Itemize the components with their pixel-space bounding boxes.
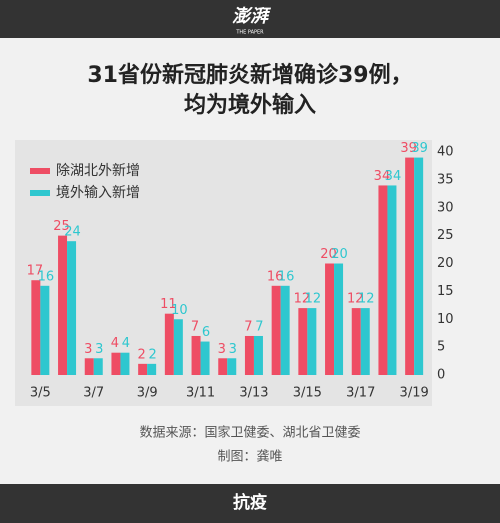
bar (334, 263, 344, 375)
value-label: 2 (149, 347, 157, 362)
value-label: 12 (305, 292, 322, 307)
y-tick-label: 10 (437, 312, 454, 327)
value-label: 4 (111, 336, 119, 351)
bar (244, 335, 254, 375)
bar (280, 285, 290, 375)
value-label: 20 (320, 247, 337, 262)
value-label: 24 (64, 225, 81, 240)
bar (271, 285, 281, 375)
value-label: 39 (400, 141, 417, 156)
value-label: 16 (278, 269, 295, 284)
credit: 制图：龚唯 (217, 450, 282, 465)
bar (173, 319, 183, 375)
bar (84, 358, 94, 375)
bar (40, 285, 50, 375)
chart-title: 31省份新冠肺炎新增确诊39例， (87, 62, 412, 88)
x-tick-label: 3/13 (239, 386, 268, 401)
y-tick-label: 5 (437, 340, 445, 355)
bar (307, 308, 317, 375)
x-tick-label: 3/11 (186, 386, 215, 401)
bar (414, 157, 424, 375)
footer-tag: 抗疫 (233, 492, 267, 513)
header-bar (0, 0, 500, 38)
y-tick-label: 15 (437, 284, 454, 299)
value-label: 39 (411, 141, 428, 156)
value-label: 2 (138, 347, 146, 362)
y-tick-label: 0 (437, 368, 445, 383)
y-tick-label: 20 (437, 256, 454, 271)
value-label: 34 (374, 169, 391, 184)
x-tick-label: 3/19 (400, 386, 429, 401)
value-label: 6 (202, 325, 210, 340)
value-label: 25 (53, 219, 70, 234)
bar (298, 308, 308, 375)
value-label: 12 (294, 292, 311, 307)
bar (387, 185, 397, 375)
value-label: 3 (95, 342, 103, 357)
bar (120, 352, 130, 375)
value-label: 11 (160, 297, 177, 312)
bar (253, 335, 263, 375)
bar (227, 358, 237, 375)
bar (138, 363, 148, 375)
value-label: 16 (38, 269, 55, 284)
bar (164, 313, 174, 375)
value-label: 7 (244, 319, 252, 334)
bar (147, 363, 157, 375)
value-label: 16 (267, 269, 284, 284)
x-tick-label: 3/7 (83, 386, 104, 401)
value-label: 12 (347, 292, 364, 307)
legend-swatch (30, 168, 50, 174)
bar (191, 335, 201, 375)
bar (218, 358, 228, 375)
bar (378, 185, 388, 375)
value-label: 3 (229, 342, 237, 357)
value-label: 3 (84, 342, 92, 357)
bar (93, 358, 103, 375)
chart-title: 均为境外输入 (184, 92, 316, 118)
y-tick-label: 40 (437, 145, 454, 160)
value-label: 7 (191, 319, 199, 334)
value-label: 20 (331, 247, 348, 262)
legend-label: 境外输入新增 (56, 185, 140, 201)
y-tick-label: 30 (437, 200, 454, 215)
source: 数据来源：国家卫健委、湖北省卫健委 (139, 425, 360, 441)
legend-label: 除湖北外新增 (56, 163, 140, 179)
bar (405, 157, 415, 375)
x-tick-label: 3/15 (293, 386, 322, 401)
bar (200, 341, 210, 375)
value-label: 7 (255, 319, 263, 334)
logo: 澎湃 (232, 6, 272, 27)
value-label: 4 (122, 336, 130, 351)
x-tick-label: 3/9 (137, 386, 158, 401)
footer-bar (0, 484, 500, 523)
bar (360, 308, 370, 375)
bar (325, 263, 335, 375)
bar (31, 280, 41, 375)
logo-sub: THE PAPER (235, 30, 264, 36)
value-label: 34 (385, 169, 402, 184)
value-label: 10 (171, 303, 188, 318)
x-tick-label: 3/5 (30, 386, 51, 401)
value-label: 3 (218, 342, 226, 357)
bar (111, 352, 121, 375)
value-label: 12 (358, 292, 375, 307)
y-tick-label: 25 (437, 228, 454, 243)
x-tick-label: 3/17 (346, 386, 375, 401)
legend-swatch (30, 190, 50, 196)
bar (67, 241, 77, 375)
value-label: 17 (27, 264, 44, 279)
bar (58, 235, 68, 375)
bar (351, 308, 361, 375)
y-tick-label: 35 (437, 172, 454, 187)
